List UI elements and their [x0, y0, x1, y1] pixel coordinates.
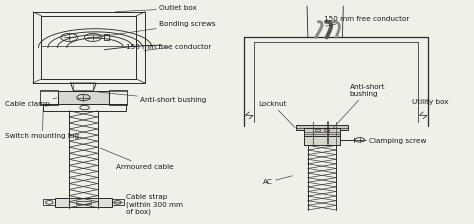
- Text: Bonding screws: Bonding screws: [97, 21, 216, 37]
- Bar: [315, 129, 319, 131]
- Text: Switch mounting lug: Switch mounting lug: [5, 109, 80, 140]
- Bar: [58, 91, 109, 104]
- Text: AC: AC: [263, 176, 292, 185]
- Bar: [43, 104, 126, 111]
- Text: Outlet box: Outlet box: [116, 5, 197, 12]
- Text: Utility box: Utility box: [412, 99, 448, 105]
- Text: Anti-short bushing: Anti-short bushing: [99, 92, 207, 103]
- Text: Cable strap
(within 300 mm
of box): Cable strap (within 300 mm of box): [115, 194, 183, 215]
- Bar: [55, 198, 112, 207]
- Bar: [43, 199, 55, 205]
- Text: Armoured cable: Armoured cable: [100, 148, 174, 170]
- Bar: [324, 129, 329, 131]
- Text: Cable clamp: Cable clamp: [5, 98, 57, 107]
- Bar: [304, 136, 340, 145]
- Text: 150 mm free conductor: 150 mm free conductor: [324, 15, 410, 26]
- Bar: [40, 90, 58, 105]
- Text: 150 mm free conductor: 150 mm free conductor: [126, 44, 211, 51]
- Bar: [112, 199, 124, 205]
- Bar: [104, 34, 109, 40]
- Bar: [76, 201, 91, 204]
- Text: Clamping screw: Clamping screw: [359, 138, 427, 144]
- Text: Locknut: Locknut: [258, 101, 295, 128]
- Bar: [296, 125, 348, 130]
- Bar: [304, 128, 340, 136]
- Bar: [109, 90, 128, 105]
- Text: Anti-short
bushing: Anti-short bushing: [332, 84, 385, 129]
